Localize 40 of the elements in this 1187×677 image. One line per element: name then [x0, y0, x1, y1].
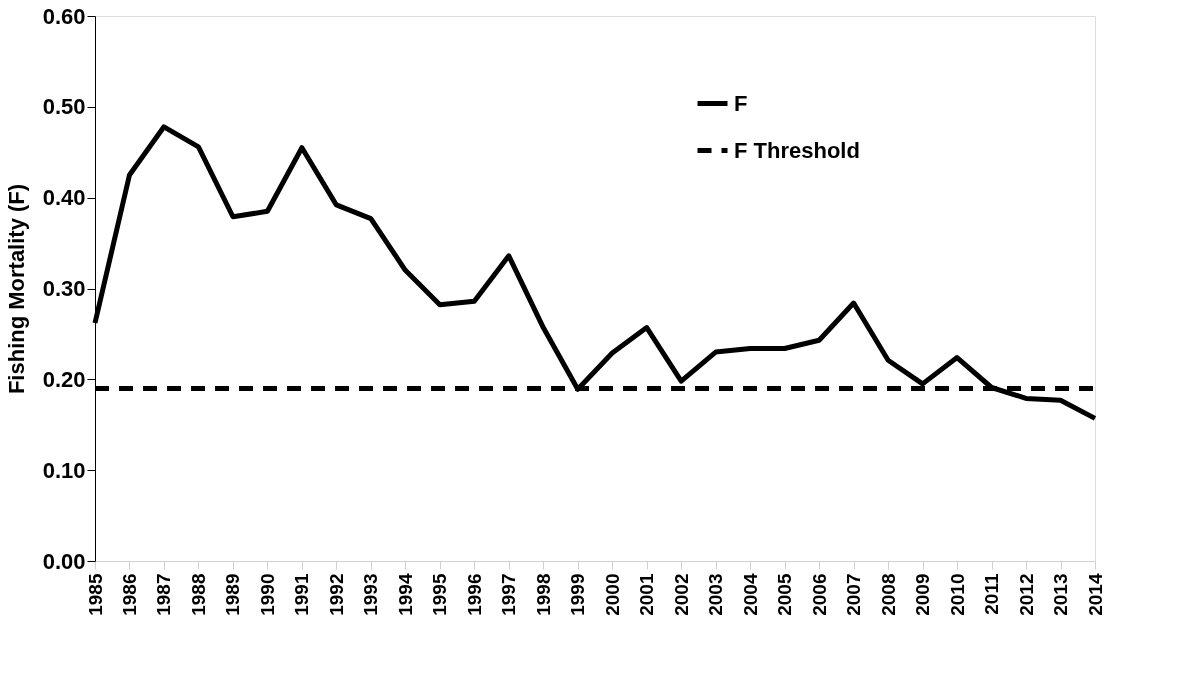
x-tick-label: 1989 [222, 573, 244, 616]
y-axis-title: Fishing Mortality (F) [3, 183, 29, 395]
x-tick-label: 1998 [532, 573, 554, 616]
y-tick-label: 0.10 [42, 457, 86, 483]
x-tick-label: 1995 [429, 573, 451, 616]
x-tick-label: 1986 [118, 573, 140, 616]
legend-label: F Threshold [734, 137, 860, 163]
x-tick-label: 1999 [567, 573, 589, 616]
y-tick-label: 0.00 [42, 548, 86, 574]
x-tick-label: 2009 [912, 573, 934, 616]
x-tick-label: 1987 [153, 573, 175, 616]
x-tick-label: 2002 [670, 573, 692, 616]
y-tick-label: 0.30 [42, 276, 86, 301]
x-tick-label: 1994 [394, 573, 416, 616]
x-tick-label: 1993 [360, 573, 382, 616]
x-tick-label: 2006 [808, 573, 830, 616]
x-tick-label: 2008 [877, 573, 899, 616]
x-tick-label: 2010 [946, 573, 968, 616]
y-tick-label: 0.40 [42, 185, 86, 211]
x-tick-label: 2005 [774, 573, 796, 616]
x-tick-label: 2000 [601, 573, 623, 616]
x-tick-label: 1991 [291, 573, 313, 616]
x-tick-label: 1996 [463, 573, 485, 616]
x-tick-label: 1997 [498, 573, 520, 616]
x-tick-label: 1988 [187, 573, 209, 616]
x-tick-label: 2003 [705, 573, 727, 616]
x-tick-label: 2007 [843, 573, 865, 616]
x-tick-label: 2011 [981, 573, 1003, 615]
x-tick-label: 2013 [1050, 573, 1072, 616]
x-tick-label: 1992 [325, 573, 347, 616]
x-tick-label: 1985 [84, 573, 106, 616]
x-tick-label: 2001 [636, 573, 658, 616]
x-tick-label: 2004 [739, 573, 761, 616]
y-tick-label: 0.20 [42, 366, 86, 392]
x-tick-label: 2014 [1084, 573, 1106, 616]
y-tick-label: 0.60 [42, 3, 86, 29]
y-tick-label: 0.50 [42, 94, 86, 120]
legend-label: F [734, 90, 748, 116]
x-tick-label: 1990 [256, 573, 278, 616]
x-tick-label: 2012 [1015, 573, 1037, 616]
